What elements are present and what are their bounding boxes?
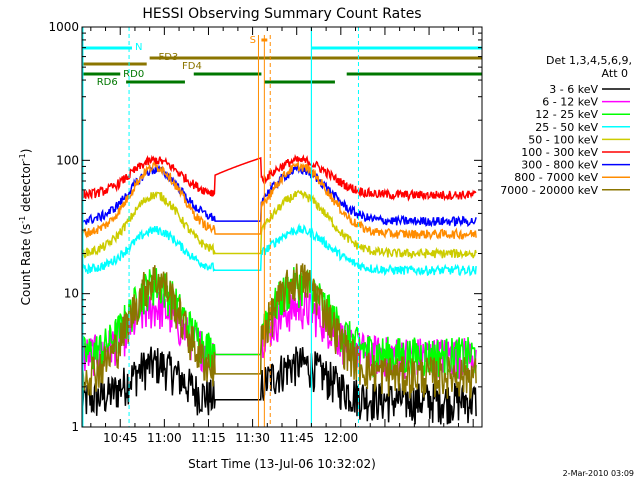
legend-label: 25 - 50 keV: [535, 121, 598, 134]
series-layer: [82, 153, 477, 425]
series-line-25-50keV: [82, 222, 477, 277]
fd3-flag-label: FD3: [158, 52, 178, 63]
time-markers: [82, 27, 359, 427]
x-tick-label: 11:15: [191, 431, 226, 445]
legend-label: 6 - 12 keV: [542, 96, 598, 109]
fd4-flag-label: FD4: [182, 61, 202, 72]
y-tick-label: 100: [56, 153, 79, 167]
legend-label: 3 - 6 keV: [549, 83, 598, 96]
rd0-flag-label: RD0: [123, 69, 144, 80]
legend-label: 12 - 25 keV: [535, 108, 598, 121]
legend-label: 300 - 800 keV: [521, 159, 598, 172]
series-line-7000-20000keV: [82, 263, 477, 401]
y-tick-label: 1000: [48, 20, 79, 34]
series-line-800-7000keV: [82, 161, 477, 241]
y-tick-label: 10: [64, 287, 79, 301]
axes: 1 10 100 1000 10:45 11:00 11:15 11:30 11:45 12:00: [48, 20, 482, 445]
chart-title: HESSI Observing Summary Count Rates: [142, 6, 421, 22]
legend-header-line1: Det 1,3,4,5,6,9,: [546, 54, 632, 67]
saa-flag-label: S: [250, 35, 256, 46]
series-line-12-25keV: [82, 267, 477, 380]
night-flag-label: N: [135, 42, 142, 53]
x-tick-label: 11:00: [147, 431, 182, 445]
series-line-100-300keV: [82, 153, 477, 202]
y-tick-label: 1: [71, 420, 79, 434]
x-tick-label: 11:45: [279, 431, 314, 445]
x-axis-label: Start Time (13-Jul-06 10:32:02): [188, 457, 376, 471]
footer-timestamp: 2-Mar-2010 03:09: [563, 469, 634, 478]
legend-label: 100 - 300 keV: [521, 146, 598, 159]
x-tick-label: 10:45: [103, 431, 138, 445]
series-line-50-100keV: [82, 189, 477, 260]
x-tick-label: 12:00: [324, 431, 359, 445]
legend-label: 7000 - 20000 keV: [500, 184, 598, 197]
x-tick-label: 11:30: [235, 431, 270, 445]
rd6-flag-label: RD6: [97, 77, 118, 88]
y-axis-label: Count Rate (s-1 detector-1): [18, 149, 33, 306]
flag-layer: N FD3 FD4 RD0 RD6 S: [82, 35, 482, 88]
legend-label: 50 - 100 keV: [528, 133, 598, 146]
legend-header-line2: Att 0: [602, 67, 628, 80]
legend-label: 800 - 7000 keV: [514, 171, 598, 184]
